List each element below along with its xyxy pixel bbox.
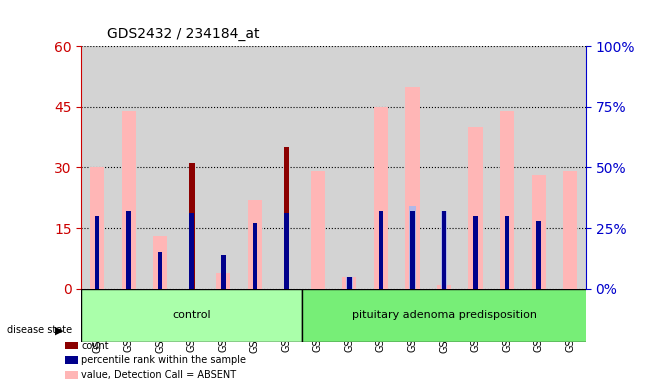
Bar [90,167,104,289]
Bar [253,223,257,289]
Text: GDS2432 / 234184_at: GDS2432 / 234184_at [107,27,259,41]
Text: percentile rank within the sample: percentile rank within the sample [81,355,246,365]
Bar [505,216,509,289]
Bar [189,163,195,289]
Text: ▶: ▶ [55,325,64,335]
Bar [158,252,163,289]
Bar [283,147,289,289]
Bar [95,216,100,289]
Bar [126,211,131,289]
Bar [437,285,451,289]
Bar [473,216,478,289]
Bar [284,214,288,289]
Text: value, Detection Call = ABSENT: value, Detection Call = ABSENT [81,370,236,380]
Text: count: count [81,341,109,351]
Bar [536,221,541,289]
Bar [216,273,230,289]
Bar [410,211,415,289]
Bar [441,211,447,289]
Text: disease state: disease state [7,325,72,335]
Bar [221,255,225,289]
Bar [374,107,388,289]
Text: control: control [173,310,211,320]
Bar [311,171,325,289]
Bar [500,111,514,289]
Bar [442,211,447,289]
Bar [153,236,167,289]
Bar [347,276,352,289]
Bar [342,276,357,289]
Bar [379,211,383,289]
Bar [248,200,262,289]
Bar [189,214,194,289]
Bar [346,276,353,289]
Bar [122,111,136,289]
Bar [406,86,419,289]
FancyBboxPatch shape [81,289,302,342]
Bar [531,175,546,289]
Bar [469,127,482,289]
Text: pituitary adenoma predisposition: pituitary adenoma predisposition [352,310,536,320]
Bar [563,171,577,289]
FancyBboxPatch shape [302,289,602,342]
Bar [409,206,416,289]
